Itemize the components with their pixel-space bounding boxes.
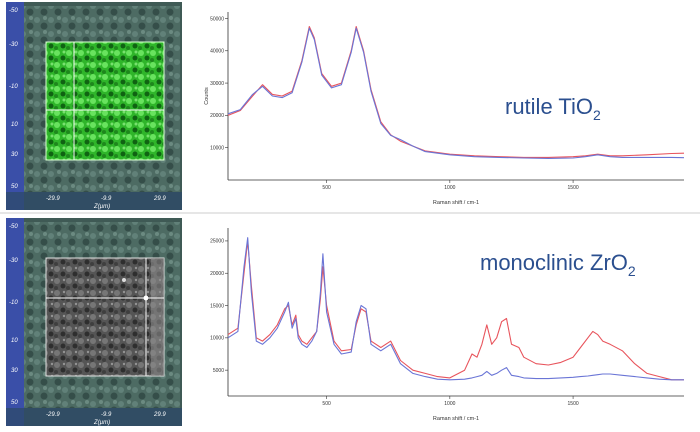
map-y-tick: -30 [9,42,18,48]
rutile-spectrum-svg: rutile TiO2 10000 20000 30000 40000 50000 500… [204,12,685,206]
rutile-spectrum-chart: rutile TiO2 10000 20000 30000 40000 50000 500… [180,2,700,210]
raman-intensity-map[interactable] [45,257,165,377]
map-y-ticks: -50 -30 -10 10 30 50 [9,224,18,406]
map-x-tick: -29.9 [46,196,60,202]
x-tick-label: 1500 [568,185,579,191]
row-divider [0,212,700,214]
y-tick-label: 25000 [210,239,224,245]
rutile-map-svg: -50 -30 -10 10 30 50 -29.9 -9.9 29.9 Z(µ… [6,2,182,210]
map-x-ticks: -29.9 -9.9 29.9 [46,412,166,418]
series-line-1 [227,237,684,381]
chart-title: rutile TiO2 [505,94,601,123]
map-y-tick: 30 [11,368,18,374]
map-y-axis-band [6,2,24,210]
map-y-tick: -50 [9,224,18,230]
raman-intensity-map[interactable] [45,41,165,161]
x-tick-label: 1000 [444,185,455,191]
x-axis-label: Raman shift / cm-1 [433,200,479,206]
y-tick-label: 30000 [210,81,224,87]
map-y-tick: 30 [11,152,18,158]
zirconia-spectrum-chart: monoclinic ZrO2 5000 10000 15000 20000 25000… [180,218,700,426]
y-tick-label: 10000 [210,145,224,151]
zirconia-raman-map: -50 -30 -10 10 30 50 -29.9 -9.9 29.9 Z(µ… [6,218,182,426]
map-x-ticks: -29.9 -9.9 29.9 [46,196,166,202]
map-x-tick: -29.9 [46,412,60,418]
chart-title: monoclinic ZrO2 [480,250,636,279]
y-tick-label: 50000 [210,16,224,22]
x-tick-label: 500 [322,401,331,407]
y-tick-label: 15000 [210,303,224,309]
zirconia-spectrum-svg: monoclinic ZrO2 5000 10000 15000 20000 25000… [210,228,684,422]
map-y-tick: 10 [11,122,18,128]
map-y-tick: 50 [11,400,18,406]
x-tick-label: 1500 [568,401,579,407]
map-y-tick: -10 [9,300,18,306]
map-y-tick: -10 [9,84,18,90]
y-axis-label: Counts [204,87,210,105]
map-x-tick: -9.9 [101,196,112,202]
map-y-tick: -30 [9,258,18,264]
y-tick-label: 40000 [210,49,224,55]
map-y-tick: 50 [11,184,18,190]
y-tick-label: 20000 [210,113,224,119]
y-tick-label: 10000 [210,336,224,342]
x-tick-label: 1000 [444,401,455,407]
map-y-tick: 10 [11,338,18,344]
map-y-axis-band [6,218,24,426]
series-line-1 [227,27,685,159]
map-x-tick: 29.9 [153,196,166,202]
map-x-label: Z(µm) [93,204,110,210]
x-tick-label: 500 [322,185,331,191]
y-tick-label: 5000 [213,368,224,374]
zirconia-map-svg: -50 -30 -10 10 30 50 -29.9 -9.9 29.9 Z(µ… [6,218,182,426]
map-y-tick: -50 [9,8,18,14]
map-x-tick: -9.9 [101,412,112,418]
rutile-raman-map: -50 -30 -10 10 30 50 -29.9 -9.9 29.9 Z(µ… [6,2,182,210]
map-x-tick: 29.9 [153,412,166,418]
y-tick-label: 20000 [210,271,224,277]
x-axis-label: Raman shift / cm-1 [433,416,479,422]
map-x-label: Z(µm) [93,420,110,426]
map-y-ticks: -50 -30 -10 10 30 50 [9,8,18,190]
series-line-0 [227,25,685,158]
